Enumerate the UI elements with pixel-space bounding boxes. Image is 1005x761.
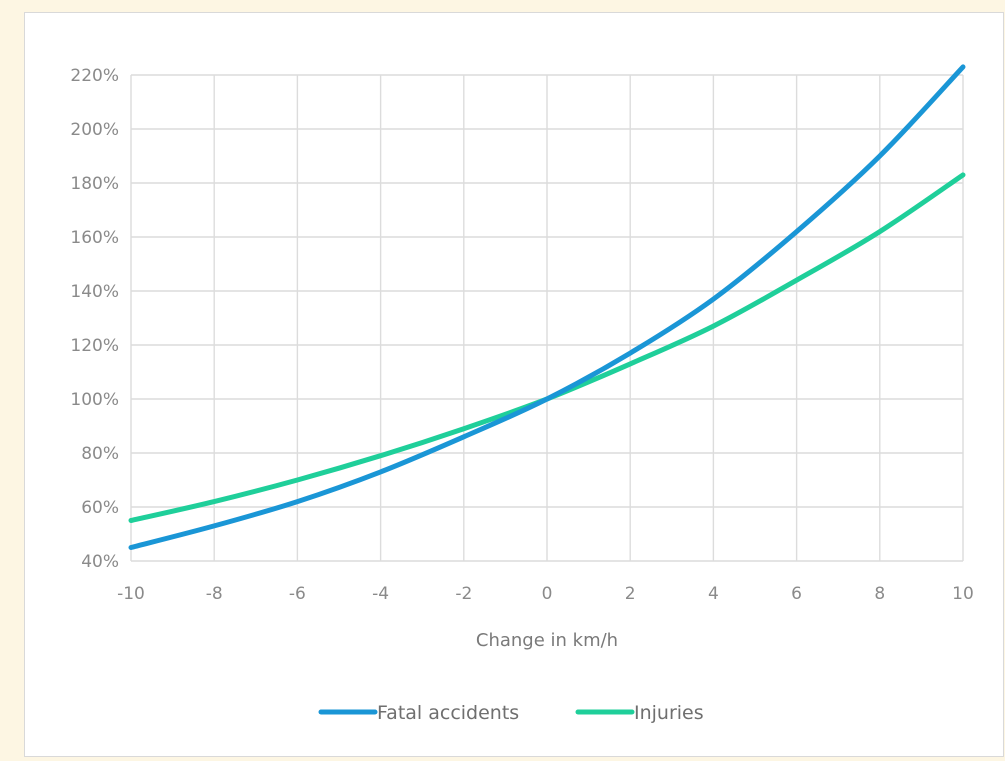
x-axis-title: Change in km/h: [476, 630, 618, 651]
x-tick-label: 8: [874, 584, 885, 604]
x-axis-ticks: -10 -8 -6 -4 -2 0 2 4 6 8 10: [117, 584, 974, 604]
line-chart: 40% 60% 80% 100% 120% 140% 160% 180% 200% 220% -1…: [25, 13, 1005, 758]
x-tick-label: -8: [206, 584, 223, 604]
y-tick-label: 40%: [81, 552, 119, 572]
chart-frame: 40% 60% 80% 100% 120% 140% 160% 180% 200% 220% -1…: [24, 12, 1004, 757]
y-axis-ticks: 40% 60% 80% 100% 120% 140% 160% 180% 200% 220%: [70, 66, 119, 572]
legend-label-fatal-accidents: Fatal accidents: [377, 702, 519, 724]
legend: Fatal accidents Injuries: [321, 702, 704, 724]
y-tick-label: 140%: [70, 282, 119, 302]
y-tick-label: 100%: [70, 390, 119, 410]
y-tick-label: 180%: [70, 174, 119, 194]
x-tick-label: 10: [952, 584, 974, 604]
y-tick-label: 220%: [70, 66, 119, 86]
x-tick-label: -4: [372, 584, 389, 604]
y-tick-label: 60%: [81, 498, 119, 518]
legend-label-injuries: Injuries: [634, 702, 704, 724]
y-tick-label: 80%: [81, 444, 119, 464]
grid-layer: [131, 75, 963, 561]
x-tick-label: 2: [625, 584, 636, 604]
x-tick-label: -10: [117, 584, 145, 604]
x-tick-label: 4: [708, 584, 719, 604]
x-tick-label: -6: [289, 584, 306, 604]
y-tick-label: 120%: [70, 336, 119, 356]
x-tick-label: -2: [455, 584, 472, 604]
x-tick-label: 6: [791, 584, 802, 604]
x-tick-label: 0: [542, 584, 553, 604]
y-tick-label: 160%: [70, 228, 119, 248]
y-tick-label: 200%: [70, 120, 119, 140]
